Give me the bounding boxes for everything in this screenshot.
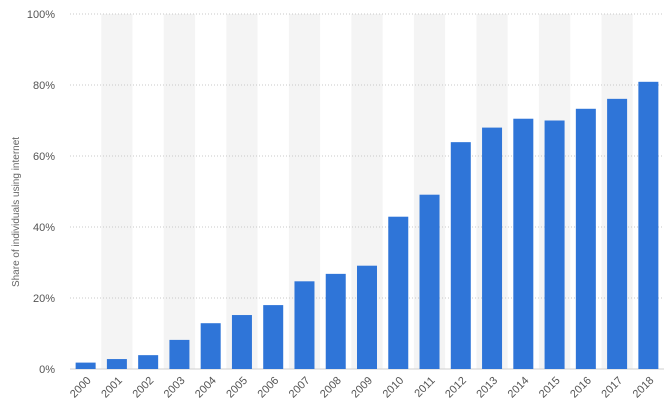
bar-2012[interactable] [450,142,471,369]
y-tick-label: 60% [33,151,55,163]
x-tick-label: 2008 [318,375,344,401]
bar-2018[interactable] [638,81,659,370]
bar-2007[interactable] [294,281,315,369]
bar-2010[interactable] [388,216,409,369]
y-tick-label: 100% [27,9,55,21]
bar-2005[interactable] [231,315,252,369]
bar-2013[interactable] [482,127,503,369]
bar-2016[interactable] [575,108,596,369]
band-2003 [163,14,196,369]
x-tick-label: 2003 [162,375,188,401]
x-tick-label: 2009 [349,375,375,401]
bar-2001[interactable] [106,359,127,369]
y-tick-label: 20% [33,293,55,305]
y-tick-label: 80% [33,80,55,92]
x-tick-label: 2011 [412,375,437,400]
y-axis-label: Share of individuals using internet [11,137,22,287]
x-tick-label: 2014 [506,375,532,401]
x-tick-label: 2000 [68,375,94,401]
bar-2000[interactable] [75,362,96,369]
y-tick-label: 40% [33,222,55,234]
x-tick-label: 2007 [287,375,313,401]
bar-2011[interactable] [419,194,440,369]
bar-2014[interactable] [513,118,534,369]
bars [75,81,659,370]
x-axis-ticks: 2000 2001 2002 2003 2004 2005 2006 2007 2008 2009… [68,375,657,401]
bar-2004[interactable] [200,323,221,369]
x-tick-label: 2016 [568,375,594,401]
bar-2002[interactable] [138,355,159,369]
y-tick-label: 0% [39,364,55,376]
x-tick-label: 2006 [256,375,282,401]
band-2001 [101,14,133,369]
x-tick-label: 2012 [443,375,469,401]
bar-2008[interactable] [325,273,346,369]
x-tick-label: 2010 [381,375,407,401]
x-tick-label: 2013 [474,375,500,401]
bar-2006[interactable] [263,305,284,369]
bar-2015[interactable] [544,120,565,370]
band-2005 [226,14,258,369]
x-tick-label: 2015 [537,375,563,401]
x-tick-label: 2005 [224,375,250,401]
x-tick-label: 2002 [130,375,156,401]
x-tick-label: 2001 [99,375,125,401]
x-tick-label: 2004 [193,375,219,401]
x-tick-label: 2017 [599,375,625,401]
bar-2017[interactable] [607,98,628,369]
x-tick-label: 2018 [631,375,657,401]
y-axis-ticks: 0% 20% 40% 60% 80% 100% [27,9,55,376]
bar-2003[interactable] [169,339,190,369]
bar-2009[interactable] [357,265,377,369]
